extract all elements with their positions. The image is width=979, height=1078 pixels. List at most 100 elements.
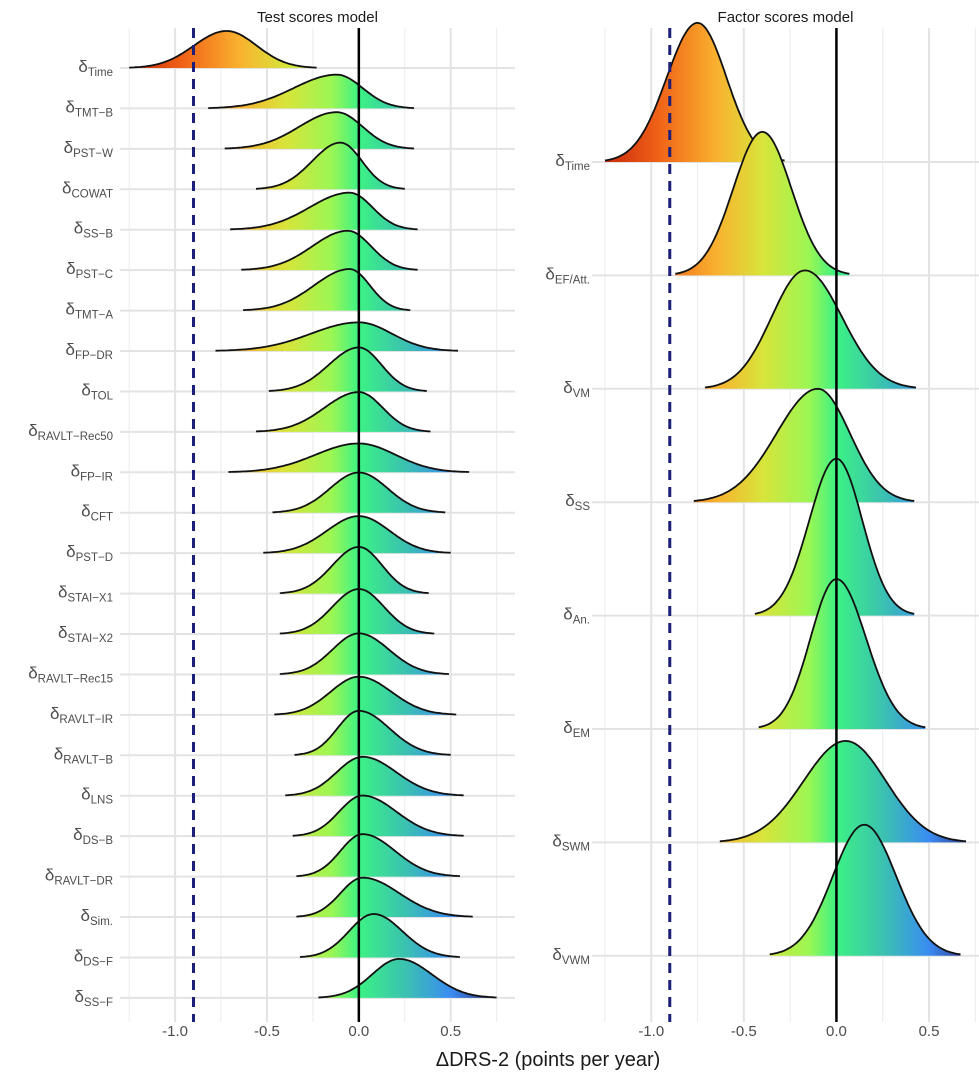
y-tick-label: δSS: [565, 491, 590, 513]
y-tick-label: δFP−IR: [71, 461, 113, 483]
ridge: [268, 347, 427, 392]
label-subscript: An.: [573, 615, 590, 627]
label-symbol: δ: [552, 945, 561, 964]
label-subscript: TMT−B: [75, 107, 113, 119]
label-subscript: FP−DR: [75, 350, 113, 362]
ridge-outline: [208, 73, 415, 109]
ridge-outline: [268, 346, 427, 392]
ridge-outline: [255, 141, 405, 190]
label-symbol: δ: [64, 138, 73, 157]
ridge-outline: [230, 191, 418, 231]
label-subscript: STAI−X1: [68, 593, 114, 605]
ridge-outline: [285, 755, 464, 797]
y-tick-label: δRAVLT−IR: [50, 704, 113, 726]
label-symbol: δ: [45, 866, 54, 885]
ridge-outline: [704, 269, 917, 389]
label-symbol: δ: [58, 583, 67, 602]
y-tick-label: δTMT−B: [66, 97, 114, 119]
label-subscript: RAVLT−Rec15: [38, 673, 113, 685]
ridge-outline: [279, 545, 429, 594]
label-symbol: δ: [66, 542, 75, 561]
label-subscript: TMT−A: [75, 310, 113, 322]
ridge: [296, 877, 473, 918]
label-subscript: SWM: [562, 841, 590, 853]
ridge-outline: [693, 387, 915, 502]
ridge-outline: [129, 30, 317, 69]
label-subscript: STAI−X2: [68, 633, 114, 645]
label-symbol: δ: [545, 264, 554, 283]
label-symbol: δ: [81, 906, 90, 925]
label-subscript: DS−B: [83, 835, 114, 847]
x-axis-label: ΔDRS-2 (points per year): [436, 1049, 661, 1071]
label-subscript: RAVLT−Rec50: [38, 431, 113, 443]
ridge: [296, 834, 460, 877]
ridge: [294, 710, 451, 756]
ridge-outline: [294, 709, 451, 756]
label-symbol: δ: [66, 259, 75, 278]
ridge: [274, 676, 457, 715]
y-tick-label: δCOWAT: [62, 178, 113, 200]
label-symbol: δ: [54, 744, 63, 763]
ridge: [705, 270, 916, 389]
y-tick-label: δSS−F: [74, 987, 113, 1009]
ridge-outline: [215, 321, 459, 352]
x-tick-label: -0.5: [254, 1023, 280, 1040]
x-tick-label: 0.5: [919, 1023, 940, 1040]
ridge-outline: [299, 913, 460, 958]
label-symbol: δ: [74, 946, 83, 965]
label-subscript: PST−W: [73, 148, 113, 160]
ridge: [224, 112, 414, 149]
y-tick-label: δTMT−A: [66, 300, 114, 322]
y-tick-label: δSTAI−X1: [58, 583, 113, 605]
label-symbol: δ: [73, 825, 82, 844]
ridge-outline: [318, 957, 497, 999]
ridge: [241, 230, 418, 271]
label-subscript: SS−F: [84, 997, 113, 1009]
ridge: [285, 756, 464, 796]
x-tick-label: 0.5: [440, 1023, 461, 1040]
ridge: [256, 392, 431, 432]
label-symbol: δ: [552, 831, 561, 850]
label-subscript: Time: [88, 67, 113, 79]
label-subscript: EM: [573, 728, 590, 740]
ridge-outline: [263, 515, 451, 554]
label-subscript: SS−B: [83, 229, 113, 241]
label-symbol: δ: [81, 785, 90, 804]
label-subscript: DS−F: [83, 956, 113, 968]
x-tick-label: -1.0: [162, 1023, 188, 1040]
label-subscript: FP−IR: [80, 471, 113, 483]
ridge-outline: [228, 442, 470, 473]
ridge-outline: [296, 833, 460, 877]
y-tick-label: δSim.: [81, 906, 113, 928]
y-tick-label: δTOL: [81, 380, 113, 402]
y-tick-label: δLNS: [81, 785, 113, 807]
label-subscript: EF/Att.: [555, 274, 590, 286]
label-subscript: PST−D: [76, 552, 113, 564]
ridge: [754, 458, 915, 616]
ridge: [279, 589, 435, 635]
y-tick-label: δDS−F: [74, 946, 113, 968]
ridge-outline: [719, 739, 967, 843]
label-symbol: δ: [28, 663, 37, 682]
ridge: [769, 824, 961, 956]
y-tick-label: δRAVLT−Rec50: [28, 421, 113, 443]
label-subscript: COWAT: [71, 188, 113, 200]
label-symbol: δ: [28, 421, 37, 440]
y-tick-label: δTime: [78, 57, 113, 79]
x-tick-label: 0.0: [826, 1023, 847, 1040]
y-tick-label: δSWM: [552, 831, 590, 853]
y-tick-label: δRAVLT−B: [54, 744, 114, 766]
ridge-outline: [292, 794, 464, 837]
ridge-outline: [754, 457, 915, 615]
x-tick-label: -0.5: [731, 1023, 757, 1040]
label-symbol: δ: [66, 300, 75, 319]
y-tick-label: δEM: [563, 718, 590, 740]
label-symbol: δ: [565, 491, 574, 510]
label-symbol: δ: [62, 178, 71, 197]
label-subscript: RAVLT−DR: [54, 876, 113, 888]
label-subscript: LNS: [91, 795, 114, 807]
ridge: [256, 142, 405, 190]
y-tick-label: δPST−C: [66, 259, 113, 281]
label-subscript: Sim.: [90, 916, 113, 928]
